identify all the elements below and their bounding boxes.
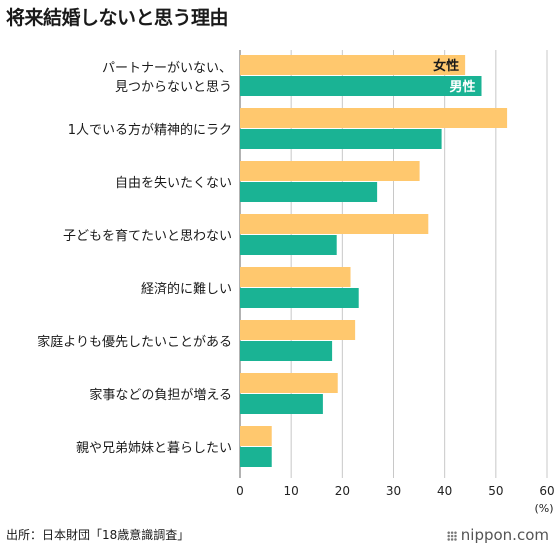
category-label: 自由を失いたくない [115, 176, 232, 191]
bar [240, 55, 466, 75]
source-note: 出所：日本財団「18歳意識調査」 [6, 528, 190, 542]
category-label: 子どもを育てたいと思わない [63, 228, 232, 244]
bar [240, 182, 378, 202]
brand-logo: nippon.com [446, 526, 549, 544]
x-tick-label: 20 [335, 484, 350, 498]
bar [240, 267, 351, 287]
category-label-line: パートナーがいない、 [102, 61, 232, 76]
category-label: 親や兄弟姉妹と暮らしたい [76, 441, 232, 456]
bar [240, 235, 337, 255]
bar [240, 373, 338, 393]
x-tick-label: 60 [539, 484, 554, 498]
legend-label: 女性 [433, 58, 459, 74]
bar [240, 288, 359, 308]
bar [240, 129, 442, 149]
bar [240, 447, 272, 467]
category-label: パートナーがいない、見つからないと思う [102, 61, 232, 95]
x-tick-label: 30 [386, 484, 401, 498]
bar [240, 320, 356, 340]
bar [240, 161, 420, 181]
bar-chart: 0 10 20 30 40 50 60 (%) パートナーがいない、見つからないと思う 1人でいる… [37, 50, 555, 515]
category-label: 家庭よりも優先したいことがある [37, 334, 232, 350]
x-tick-label: 40 [437, 484, 452, 498]
x-tick-label: 50 [488, 484, 503, 498]
bar [240, 426, 272, 446]
category-label-line: 見つからないと思う [115, 80, 232, 95]
x-tick-label: 0 [236, 484, 244, 498]
category-label: 家事などの負担が増える [89, 387, 232, 403]
category-label: 経済的に難しい [141, 281, 232, 297]
bar [240, 108, 508, 128]
chart-title: 将来結婚しないと思う理由 [6, 7, 229, 29]
category-label: 1人でいる方が精神的にラク [68, 122, 232, 138]
bar [240, 76, 482, 96]
x-tick-label: 10 [284, 484, 299, 498]
bar [240, 214, 429, 234]
x-unit-label: (%) [534, 502, 553, 515]
bar [240, 341, 333, 361]
legend-label: 男性 [449, 79, 475, 95]
brand-text: nippon.com [460, 526, 549, 544]
logo-dots-icon [446, 531, 457, 541]
bar [240, 394, 323, 414]
